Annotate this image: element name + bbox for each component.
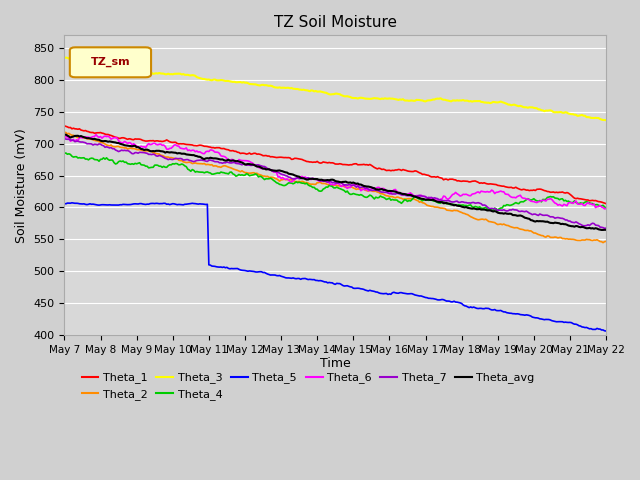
Text: TZ_sm: TZ_sm	[91, 57, 131, 67]
Theta_1	[369, 164, 377, 169]
Theta_5	[401, 290, 408, 296]
Line: Theta_7: Theta_7	[65, 139, 606, 228]
Theta_2	[161, 154, 169, 160]
Theta_avg	[77, 133, 84, 139]
Legend: Theta_1, Theta_2, Theta_3, Theta_4, Theta_5, Theta_6, Theta_7, Theta_avg: Theta_1, Theta_2, Theta_3, Theta_4, Thet…	[77, 368, 539, 404]
Theta_6	[61, 134, 68, 140]
Theta_3	[536, 107, 544, 112]
Theta_6	[92, 132, 100, 138]
Theta_avg	[401, 191, 408, 197]
Theta_1	[602, 201, 610, 206]
Theta_6	[401, 191, 408, 197]
Theta_5	[68, 200, 76, 205]
Theta_3	[161, 72, 169, 77]
Theta_6	[602, 205, 610, 211]
Title: TZ Soil Moisture: TZ Soil Moisture	[274, 15, 397, 30]
Theta_6	[163, 146, 170, 152]
Theta_6	[388, 189, 396, 194]
Theta_7	[601, 226, 609, 231]
Theta_2	[387, 194, 395, 200]
Theta_3	[399, 96, 407, 102]
Theta_2	[61, 129, 68, 135]
Theta_5	[602, 328, 610, 334]
Line: Theta_4: Theta_4	[65, 153, 606, 211]
Theta_4	[61, 150, 68, 156]
Theta_3	[369, 96, 377, 101]
Theta_4	[602, 205, 610, 211]
Line: Theta_1: Theta_1	[65, 126, 606, 204]
Line: Theta_avg: Theta_avg	[65, 134, 606, 230]
Theta_1	[76, 126, 83, 132]
Theta_2	[602, 239, 610, 244]
Theta_avg	[163, 149, 170, 155]
Theta_3	[602, 117, 610, 123]
Theta_5	[538, 316, 545, 322]
Theta_avg	[62, 132, 70, 137]
Theta_2	[599, 240, 607, 245]
Theta_4	[401, 197, 408, 203]
Theta_2	[536, 232, 544, 238]
Line: Theta_3: Theta_3	[65, 58, 606, 120]
Theta_avg	[371, 185, 378, 191]
Theta_4	[77, 155, 84, 161]
Theta_5	[77, 201, 84, 207]
Theta_4	[62, 150, 70, 156]
Theta_avg	[598, 227, 605, 233]
Theta_3	[76, 58, 83, 64]
Theta_1	[536, 186, 544, 192]
Theta_4	[163, 165, 170, 170]
Theta_1	[61, 123, 68, 129]
Theta_5	[61, 201, 68, 206]
Theta_5	[371, 288, 378, 294]
Theta_4	[494, 208, 502, 214]
Theta_5	[163, 201, 170, 207]
Line: Theta_2: Theta_2	[65, 132, 606, 242]
Theta_avg	[538, 218, 545, 224]
Theta_5	[388, 290, 396, 296]
Theta_avg	[388, 188, 396, 194]
Theta_7	[387, 191, 395, 197]
Theta_4	[539, 197, 547, 203]
FancyBboxPatch shape	[70, 48, 151, 77]
Theta_2	[76, 135, 83, 141]
Theta_6	[76, 135, 83, 141]
Theta_4	[388, 197, 396, 203]
Line: Theta_6: Theta_6	[65, 135, 606, 209]
Theta_2	[369, 189, 377, 194]
Theta_6	[538, 198, 545, 204]
Theta_7	[399, 192, 407, 198]
Theta_1	[387, 168, 395, 174]
Theta_avg	[61, 132, 68, 138]
Theta_1	[161, 138, 169, 144]
Theta_1	[399, 167, 407, 172]
Theta_3	[387, 96, 395, 101]
Theta_7	[536, 211, 544, 217]
Theta_avg	[602, 227, 610, 233]
Theta_6	[371, 187, 378, 192]
Y-axis label: Soil Moisture (mV): Soil Moisture (mV)	[15, 128, 28, 242]
Theta_7	[602, 225, 610, 231]
Theta_7	[76, 139, 83, 144]
Theta_6	[601, 206, 609, 212]
X-axis label: Time: Time	[320, 358, 351, 371]
Theta_7	[61, 136, 68, 142]
Theta_7	[369, 187, 377, 193]
Theta_7	[161, 156, 169, 161]
Theta_2	[399, 196, 407, 202]
Theta_4	[371, 196, 378, 202]
Line: Theta_5: Theta_5	[65, 203, 606, 331]
Theta_3	[61, 55, 68, 60]
